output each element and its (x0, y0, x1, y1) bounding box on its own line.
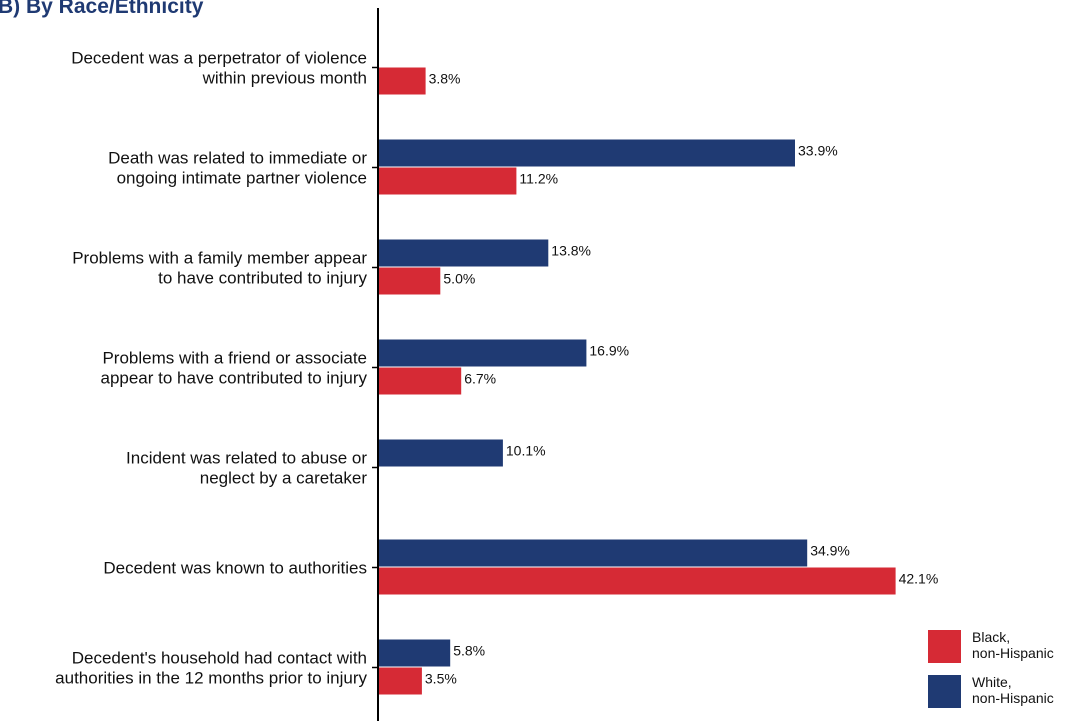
category-label-line: to have contributed to injury (158, 269, 367, 288)
category-label-line: Problems with a family member appear (72, 249, 367, 268)
legend-label-line: non-Hispanic (972, 690, 1054, 706)
category-label-line: ongoing intimate partner violence (117, 169, 367, 188)
category-label: Decedent's household had contact with aut… (55, 649, 367, 688)
bar (379, 667, 422, 695)
bar (379, 167, 517, 195)
category-label-line: authorities in the 12 months prior to in… (55, 669, 367, 688)
legend-label-line: Black, (972, 629, 1010, 645)
category-label-line: Decedent's household had contact with (72, 649, 367, 668)
category-label: Decedent was known to authorities (103, 559, 367, 578)
data-label: 3.8% (429, 71, 461, 87)
plot-area: Decedent was a perpetrator of violence wi… (55, 49, 938, 695)
data-label: 33.9% (798, 143, 838, 159)
data-label: 5.8% (453, 643, 485, 659)
data-label: 13.8% (551, 243, 591, 259)
bar (379, 67, 426, 95)
category-label-line: within previous month (202, 69, 367, 88)
bar (379, 239, 549, 267)
bar (379, 367, 462, 395)
bar (379, 439, 503, 467)
category-label-line: Problems with a friend or associate (102, 349, 367, 368)
data-label: 11.2% (519, 171, 558, 187)
legend-label-line: non-Hispanic (972, 645, 1054, 661)
legend-label: White, non-Hispanic (972, 674, 1054, 706)
legend-label-line: White, (972, 674, 1012, 690)
data-label: 6.7% (464, 371, 496, 387)
category-label-line: Incident was related to abuse or (126, 449, 367, 468)
category-label-line: appear to have contributed to injury (100, 369, 367, 388)
data-label: 5.0% (443, 271, 475, 287)
category-label-line: Death was related to immediate or (108, 149, 367, 168)
data-label: 10.1% (506, 443, 546, 459)
data-label: 42.1% (899, 571, 939, 587)
category-label-line: Decedent was a perpetrator of violence (71, 49, 367, 68)
legend-swatch (928, 675, 961, 708)
category-label: Problems with a family member appear to h… (72, 249, 367, 288)
category-label: Death was related to immediate or ongoing… (108, 149, 367, 188)
legend-swatch (928, 630, 961, 663)
bar (379, 139, 795, 167)
category-label: Incident was related to abuse or neglect … (126, 449, 367, 488)
data-label: 16.9% (589, 343, 629, 359)
bar (379, 639, 451, 667)
chart-title: B) By Race/Ethnicity (0, 0, 204, 18)
bar (379, 339, 587, 367)
data-label: 34.9% (810, 543, 850, 559)
legend-label: Black, non-Hispanic (972, 629, 1054, 661)
category-label: Problems with a friend or associate appea… (100, 349, 367, 388)
bar (379, 567, 896, 595)
category-label-line: neglect by a caretaker (200, 469, 368, 488)
category-label-line: Decedent was known to authorities (103, 559, 367, 578)
bar (379, 267, 441, 295)
bar (379, 539, 808, 567)
data-label: 3.5% (425, 671, 457, 687)
category-label: Decedent was a perpetrator of violence wi… (71, 49, 367, 88)
